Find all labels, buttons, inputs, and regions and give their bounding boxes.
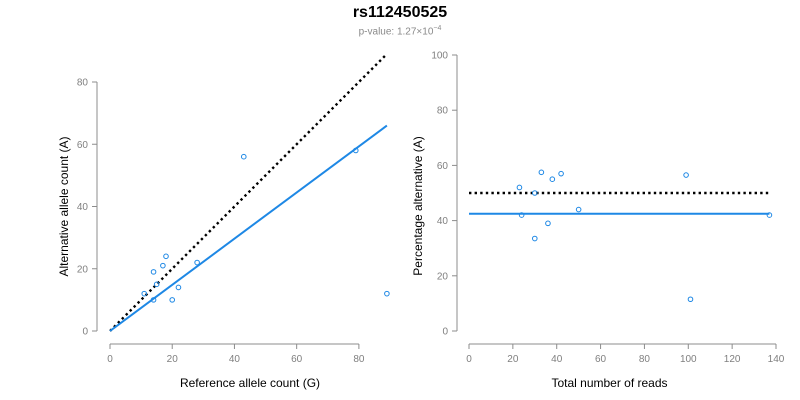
- right-data-point: [531, 190, 538, 196]
- right-y-tick-label: 20: [437, 271, 449, 282]
- right-data-point: [545, 220, 551, 227]
- right-y-tick-label: 60: [437, 161, 449, 172]
- left-fit-line: [109, 124, 388, 332]
- left-data-point: [175, 284, 182, 291]
- right-data-point: [518, 212, 525, 218]
- right-plot-panel: 0 20 40 60 80 100 120 140 0 20 40 60 80 100 Total numb…: [411, 51, 785, 391]
- left-y-tick-label: 60: [77, 140, 89, 151]
- left-data-point: [384, 290, 390, 297]
- left-x-tick-label: 20: [167, 354, 179, 365]
- right-y-tick-label: 40: [437, 216, 449, 227]
- left-y-tick-label: 40: [77, 202, 89, 213]
- chart-subtitle: p-value: 1.27×10−4: [0, 25, 800, 37]
- left-reference-line: [109, 53, 388, 332]
- right-x-tick-label: 80: [639, 354, 651, 365]
- left-data-point: [153, 281, 160, 288]
- left-x-tick-label: 40: [229, 354, 241, 365]
- left-y-tick-label: 0: [82, 327, 88, 338]
- left-data-point: [160, 262, 166, 269]
- left-x-axis-label: Reference allele count (G): [180, 376, 320, 390]
- p-value-exponent: −4: [433, 25, 442, 32]
- right-x-tick-label: 0: [466, 354, 472, 365]
- p-value-text: p-value: 1.27×10: [358, 26, 434, 38]
- left-data-point: [150, 269, 157, 275]
- left-x-tick-label: 60: [291, 354, 303, 365]
- right-data-point: [687, 296, 694, 303]
- left-data-point: [163, 253, 169, 260]
- right-data-point: [538, 169, 545, 176]
- left-y-tick-label: 80: [77, 78, 89, 89]
- left-data-point: [141, 290, 148, 297]
- left-y-tick-label: 20: [77, 264, 89, 275]
- right-x-tick-label: 40: [551, 354, 563, 365]
- right-data-point: [766, 212, 773, 218]
- right-y-tick-label: 0: [442, 327, 448, 338]
- chart-title: rs112450525: [352, 4, 448, 21]
- left-data-point: [169, 297, 176, 303]
- right-data-point: [575, 206, 582, 213]
- right-data-point: [549, 176, 556, 182]
- left-data-point: [150, 297, 157, 303]
- right-x-tick-label: 100: [680, 354, 697, 365]
- right-data-point: [558, 170, 564, 177]
- right-x-tick-label: 60: [595, 354, 607, 365]
- right-data-point: [516, 184, 523, 191]
- right-y-tick-label: 100: [431, 51, 448, 62]
- right-y-axis-label: Percentage alternative (A): [411, 136, 425, 275]
- left-data-point: [194, 259, 200, 266]
- left-plot-panel: 0 20 40 60 80 0 20 40 60 80 Reference allele count…: [57, 53, 390, 390]
- right-x-tick-label: 120: [724, 354, 741, 365]
- left-x-tick-label: 0: [107, 354, 113, 365]
- right-data-point: [683, 172, 689, 178]
- right-data-point: [531, 235, 538, 242]
- right-x-tick-label: 140: [768, 354, 785, 365]
- left-x-tick-label: 80: [353, 354, 365, 365]
- left-data-point: [352, 147, 359, 154]
- left-data-point: [240, 153, 247, 160]
- right-x-tick-label: 20: [507, 354, 519, 365]
- right-x-axis-label: Total number of reads: [551, 376, 667, 390]
- left-y-axis-label: Alternative allele count (A): [57, 136, 71, 276]
- right-y-tick-label: 80: [437, 106, 449, 117]
